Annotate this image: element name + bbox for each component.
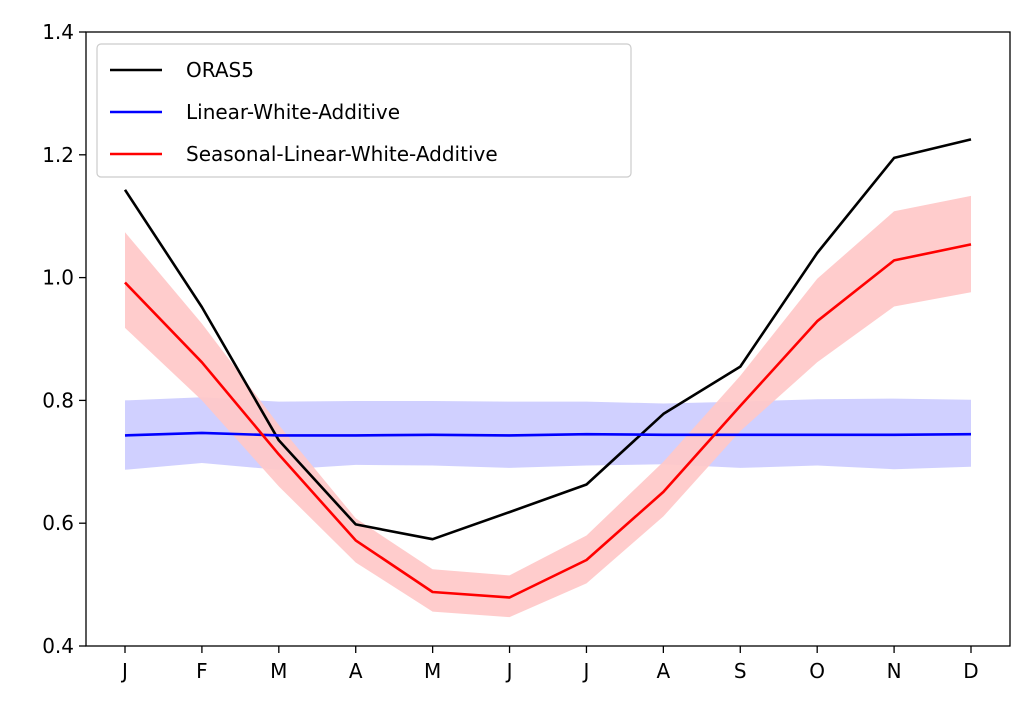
legend: ORAS5 Linear-White-Additive Seasonal-Linea… (96, 43, 632, 178)
y-tick-label: 1.4 (42, 20, 74, 44)
x-tick-label: J (582, 659, 590, 683)
y-tick-label: 0.8 (42, 388, 74, 412)
legend-label: Linear-White-Additive (186, 100, 400, 124)
x-tick-label: A (657, 659, 671, 683)
y-axis: 0.4 0.6 0.8 1.0 1.2 1.4 (42, 20, 86, 658)
y-tick-label: 0.4 (42, 634, 74, 658)
x-tick-label: J (505, 659, 513, 683)
y-tick-label: 1.0 (42, 266, 74, 290)
x-tick-label: J (120, 659, 128, 683)
x-tick-label: O (809, 659, 825, 683)
x-tick-label: N (887, 659, 902, 683)
plot-frame (85, 31, 1011, 647)
line-seasonal-linear-white-additive (124, 243, 972, 599)
x-tick-label: A (349, 659, 363, 683)
series-lines (123, 138, 972, 599)
confidence-bands (125, 195, 971, 618)
legend-label: ORAS5 (186, 58, 254, 82)
y-tick-label: 1.2 (42, 143, 74, 167)
legend-label: Seasonal-Linear-White-Additive (186, 142, 498, 166)
x-tick-label: M (270, 659, 287, 683)
x-tick-label: M (424, 659, 441, 683)
band-seasonal-linear-white-additive (125, 195, 971, 618)
x-tick-label: S (734, 659, 747, 683)
line-linear-white-additive (124, 431, 972, 437)
y-tick-label: 0.6 (42, 511, 74, 535)
x-tick-label: F (196, 659, 208, 683)
line-oras5 (123, 138, 972, 541)
legend-box (96, 43, 632, 178)
x-tick-label: D (963, 659, 978, 683)
